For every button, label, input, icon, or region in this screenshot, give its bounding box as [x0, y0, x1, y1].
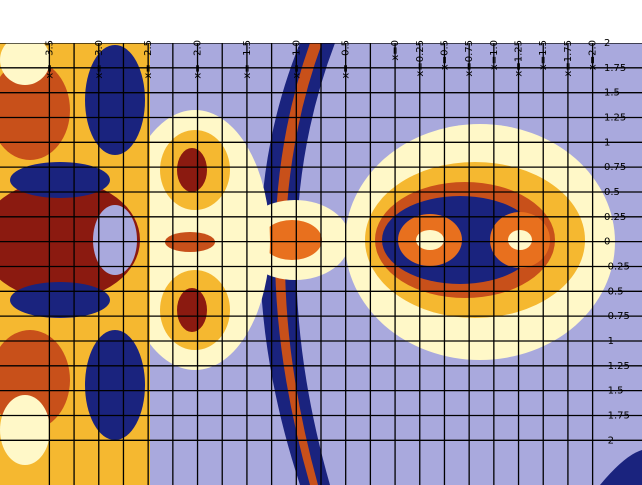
y-tick-label: 2	[604, 38, 610, 49]
y-tick-label: 1.75	[604, 63, 626, 74]
x-tick-label: x=2.0	[588, 40, 599, 70]
x-tick-label: x=−0.5	[341, 40, 352, 79]
y-tick-label: -1	[604, 336, 614, 347]
y-tick-label: -0.75	[604, 311, 630, 322]
x-tick-label: x=1.0	[489, 40, 500, 70]
x-tick-label: x=−2.5	[143, 40, 154, 79]
x-tick-label: x=−1.5	[242, 40, 253, 79]
x-tick-label: x=−3.5	[44, 40, 55, 79]
y-tick-label: -1.75	[604, 410, 630, 421]
y-tick-label: -0.5	[604, 286, 624, 297]
x-tick-label: x=0.25	[415, 40, 426, 77]
x-tick-label: x=1.25	[514, 40, 525, 77]
x-tick-label: x=−1.0	[291, 40, 302, 79]
y-tick-label: 1.5	[604, 88, 620, 99]
x-tick-label: x=0.75	[464, 40, 475, 77]
x-tick-label: x=0	[390, 40, 401, 61]
y-tick-label: 0.75	[604, 162, 626, 173]
y-tick-label: 0.25	[604, 212, 626, 223]
y-tick-label: 1.25	[604, 112, 626, 123]
y-tick-label: -1.25	[604, 361, 630, 372]
y-tick-label: -0.25	[604, 261, 630, 272]
y-tick-label: 0	[604, 237, 610, 248]
y-tick-label: 0.5	[604, 187, 620, 198]
x-tick-label: x=1.75	[563, 40, 574, 77]
x-tick-label: x=−2.0	[193, 40, 204, 79]
x-tick-label: x=0.5	[439, 40, 450, 70]
x-tick-label: x=−3.0	[94, 40, 105, 79]
y-tick-label: -1.5	[604, 386, 624, 397]
x-tick-label: x=1.5	[538, 40, 549, 70]
y-tick-label: -2	[604, 435, 614, 446]
y-tick-label: 1	[604, 137, 610, 148]
